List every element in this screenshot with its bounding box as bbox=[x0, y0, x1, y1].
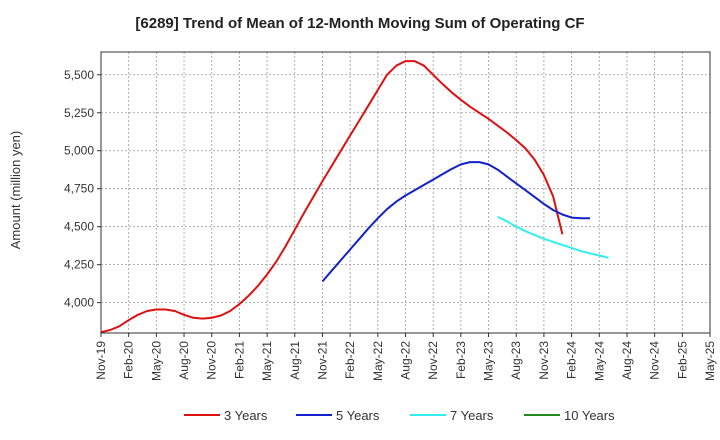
series-line-3-years bbox=[100, 60, 564, 334]
legend: 3 Years 5 Years 7 Years 10 Years bbox=[184, 408, 615, 423]
y-tick-label: 4,750 bbox=[64, 182, 94, 196]
x-tick-label: Feb-21 bbox=[232, 341, 246, 379]
x-tick-label: Nov-22 bbox=[426, 341, 440, 380]
chart-title: [6289] Trend of Mean of 12-Month Moving … bbox=[135, 15, 584, 32]
y-tick-label: 4,000 bbox=[64, 296, 94, 310]
x-tick-label: Nov-19 bbox=[94, 341, 108, 380]
y-tick-label: 5,000 bbox=[64, 144, 94, 158]
x-tick-label: Aug-24 bbox=[620, 341, 634, 380]
x-tick-label: Nov-23 bbox=[537, 341, 551, 380]
x-tick-label: May-24 bbox=[592, 341, 606, 381]
x-tick-label: Feb-23 bbox=[454, 341, 468, 379]
y-axis-label: Amount (million yen) bbox=[8, 131, 23, 250]
legend-label: 10 Years bbox=[564, 408, 615, 423]
x-tick-label: Nov-21 bbox=[315, 341, 329, 380]
legend-label: 7 Years bbox=[450, 408, 494, 423]
y-axis: 4,000 4,250 4,500 4,750 5,000 5,250 5,500 bbox=[64, 68, 101, 310]
x-tick-label: Aug-23 bbox=[509, 341, 523, 380]
x-tick-label: May-20 bbox=[149, 341, 163, 381]
series-line-7-years bbox=[497, 215, 609, 259]
x-tick-label: Nov-20 bbox=[205, 341, 219, 380]
x-tick-label: Aug-21 bbox=[288, 341, 302, 380]
x-tick-label: May-25 bbox=[703, 341, 717, 381]
y-tick-label: 5,250 bbox=[64, 106, 94, 120]
x-axis: Nov-19 Feb-20 May-20 Aug-20 Nov-20 Feb-21 May-… bbox=[94, 333, 717, 381]
x-tick-label: Feb-24 bbox=[565, 341, 579, 379]
x-tick-label: Nov-24 bbox=[648, 341, 662, 380]
y-tick-label: 4,500 bbox=[64, 220, 94, 234]
x-tick-label: Feb-25 bbox=[675, 341, 689, 379]
y-tick-label: 4,250 bbox=[64, 258, 94, 272]
x-tick-label: Feb-20 bbox=[122, 341, 136, 379]
x-tick-label: Feb-22 bbox=[343, 341, 357, 379]
y-tick-label: 5,500 bbox=[64, 68, 94, 82]
legend-label: 5 Years bbox=[336, 408, 380, 423]
series-line-5-years bbox=[321, 161, 590, 283]
x-tick-label: May-22 bbox=[371, 341, 385, 381]
x-tick-label: May-23 bbox=[482, 341, 496, 381]
x-tick-label: May-21 bbox=[260, 341, 274, 381]
x-tick-label: Aug-22 bbox=[399, 341, 413, 380]
legend-label: 3 Years bbox=[224, 408, 268, 423]
x-tick-label: Aug-20 bbox=[177, 341, 191, 380]
plot-area bbox=[100, 51, 711, 334]
